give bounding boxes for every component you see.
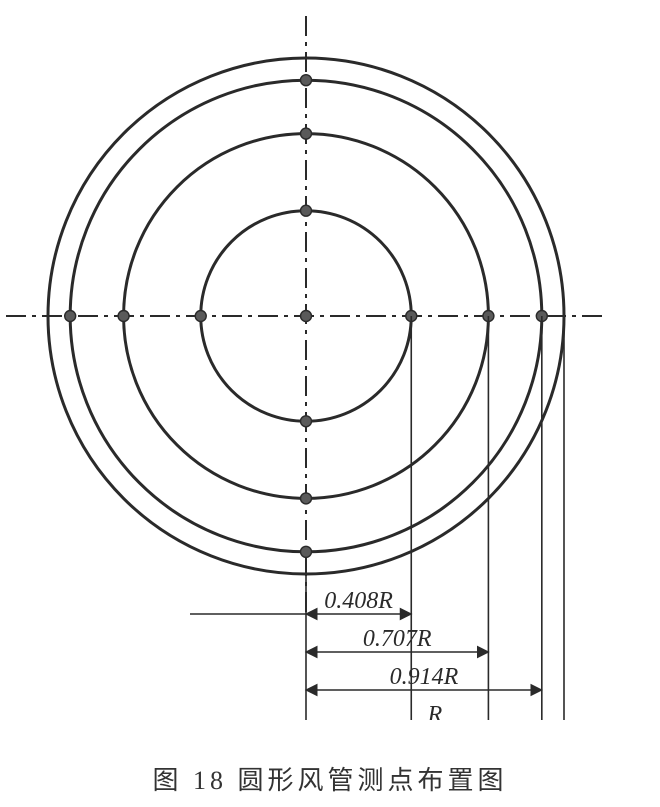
- svg-text:R: R: [427, 702, 443, 720]
- svg-text:0.914R: 0.914R: [390, 664, 459, 690]
- svg-text:0.408R: 0.408R: [324, 588, 393, 614]
- page: 0.408R 0.707R 0.914R R 图 18 圆形风管测点布置图: [0, 0, 660, 807]
- figure-caption: 图 18 圆形风管测点布置图: [0, 760, 660, 797]
- svg-text:0.707R: 0.707R: [363, 626, 432, 652]
- duct-diagram: 0.408R 0.707R 0.914R R: [0, 0, 660, 720]
